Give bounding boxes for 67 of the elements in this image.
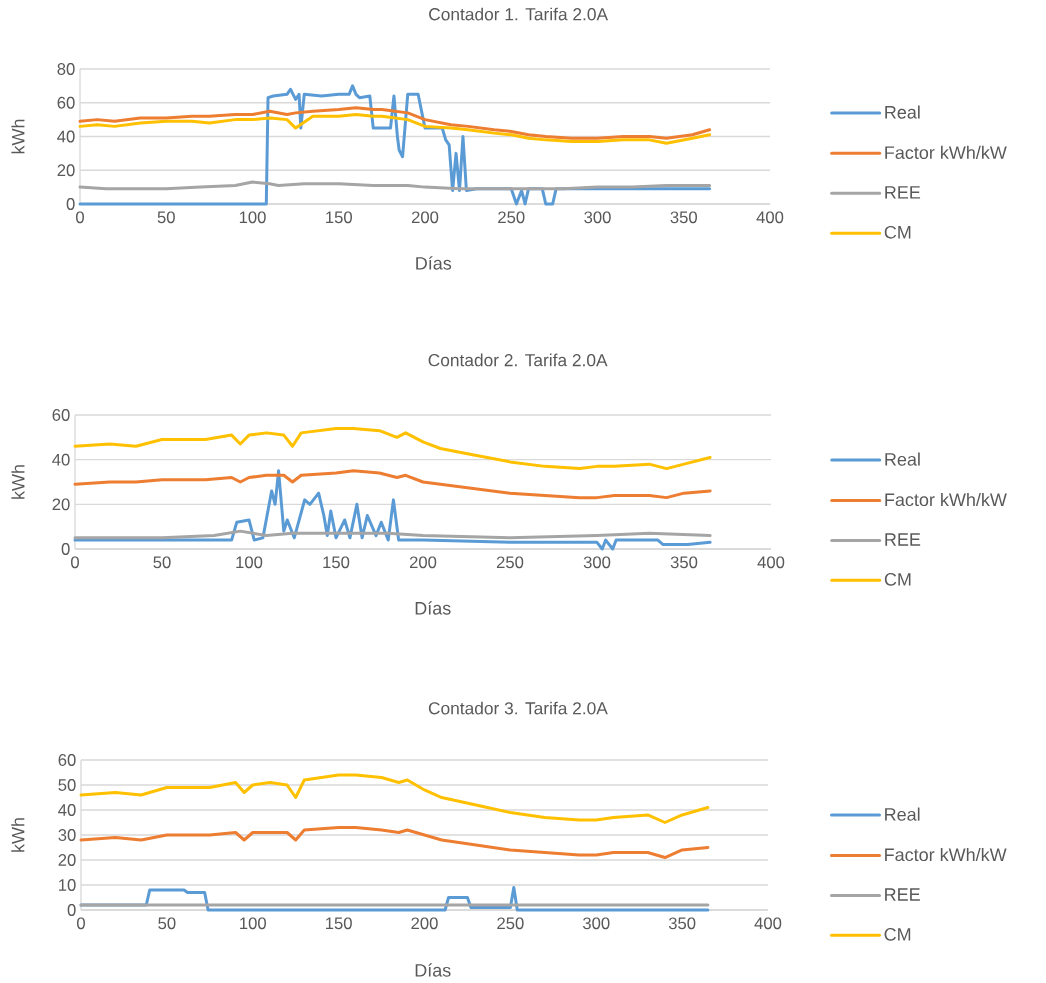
x-tick-label: 150 — [326, 211, 352, 224]
legend-label: REE — [885, 186, 921, 199]
y-tick-label: 0 — [66, 198, 75, 210]
x-tick-label: 100 — [236, 556, 263, 569]
y-tick-label: 20 — [57, 164, 75, 177]
line-series — [79, 773, 710, 824]
y-tick-label: 50 — [58, 779, 76, 791]
legend-label: Factor kWh/kW — [885, 145, 1007, 160]
line-series — [73, 426, 712, 471]
legend-label: REE — [885, 533, 921, 546]
x-tick-label: 250 — [498, 211, 525, 224]
x-tick-label: 200 — [411, 211, 439, 224]
line-series — [78, 113, 712, 145]
x-tick-label: 300 — [584, 211, 611, 224]
legend-label: CM — [884, 225, 911, 239]
y-tick-label: 0 — [61, 543, 70, 555]
x-tick-label: 200 — [409, 556, 437, 569]
x-tick-label: 400 — [756, 211, 784, 224]
x-axis-title: Días — [416, 256, 452, 270]
x-tick-label: 100 — [240, 917, 266, 930]
y-tick-label: 40 — [52, 453, 70, 466]
y-tick-label: 40 — [58, 804, 76, 816]
y-axis-title: kWh — [11, 119, 25, 154]
x-tick-label: 350 — [670, 211, 697, 224]
x-tick-label: 350 — [668, 917, 696, 930]
y-tick-label: 80 — [57, 63, 75, 75]
x-tick-label: 300 — [582, 917, 610, 930]
legend-label: Real — [885, 807, 920, 821]
y-tick-label: 60 — [58, 754, 76, 766]
x-tick-label: 350 — [670, 556, 698, 569]
x-tick-label: 0 — [76, 211, 84, 224]
legend-label: CM — [884, 928, 911, 941]
y-tick-label: 60 — [52, 409, 70, 421]
x-tick-label: 0 — [77, 917, 85, 930]
chart-title: Contador 1. Tarifa 2.0A — [429, 7, 609, 21]
y-tick-label: 60 — [57, 96, 75, 109]
line-series — [78, 106, 712, 140]
x-tick-label: 50 — [153, 556, 171, 569]
y-tick-label: 40 — [57, 130, 75, 143]
x-tick-label: 400 — [757, 556, 785, 569]
x-tick-label: 400 — [754, 917, 782, 930]
chart-title: Contador 3. Tarifa 2.0A — [428, 701, 608, 715]
legend-label: Factor kWh/kW — [885, 847, 1007, 862]
x-axis-title: Días — [415, 963, 451, 977]
x-axis-title: Días — [415, 601, 451, 615]
y-axis-title: kWh — [11, 465, 25, 499]
legend-label: CM — [884, 573, 911, 586]
legend-label: REE — [885, 888, 920, 901]
chart-title: Contador 2. Tarifa 2.0A — [428, 353, 608, 367]
y-tick-label: 20 — [58, 854, 76, 866]
x-tick-label: 50 — [157, 211, 175, 224]
x-tick-label: 250 — [497, 917, 524, 930]
legend-label: Factor kWh/kW — [885, 492, 1007, 507]
x-tick-label: 150 — [326, 917, 352, 930]
y-tick-label: 20 — [52, 498, 70, 511]
x-tick-label: 100 — [239, 211, 266, 224]
y-tick-label: 0 — [67, 904, 76, 916]
x-tick-label: 250 — [496, 556, 524, 569]
x-tick-label: 150 — [323, 556, 350, 569]
y-tick-label: 10 — [59, 879, 76, 891]
y-axis-title: kWh — [11, 818, 25, 852]
x-tick-label: 300 — [583, 556, 611, 569]
y-tick-label: 30 — [58, 829, 76, 841]
x-tick-label: 50 — [158, 917, 176, 930]
legend-label: Real — [885, 105, 920, 119]
legend-label: Real — [885, 452, 920, 466]
x-tick-label: 200 — [411, 917, 438, 930]
